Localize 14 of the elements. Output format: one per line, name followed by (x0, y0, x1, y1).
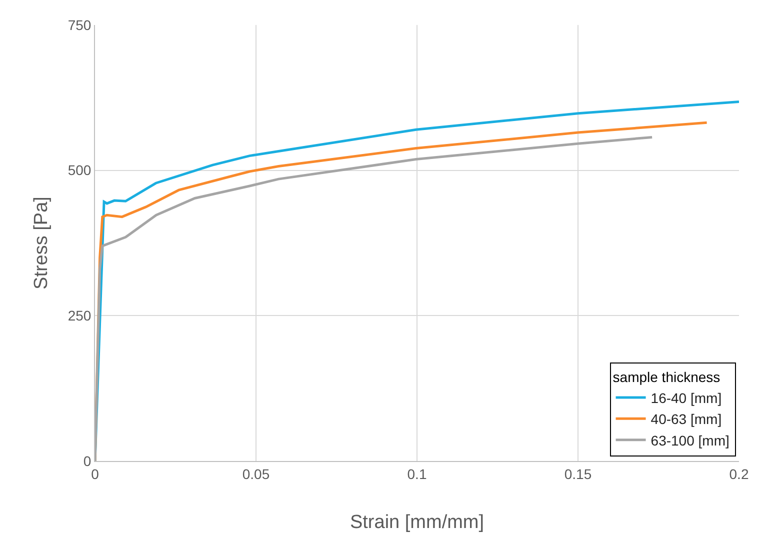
y-tick-label: 250 (68, 308, 92, 324)
x-tick-label: 0.2 (729, 466, 749, 482)
y-tick-label: 0 (83, 452, 92, 469)
x-tick-label: 0.1 (407, 466, 427, 482)
legend-label: 40-63 [mm] (650, 411, 722, 428)
legend-title: sample thickness (612, 368, 720, 385)
legend-label: 63-100 [mm] (650, 432, 730, 448)
y-tick-label: 500 (68, 162, 92, 178)
x-tick-label: 0.05 (242, 466, 270, 482)
legend-label: 16-40 [mm] (650, 390, 722, 406)
y-tick-label: 750 (68, 16, 92, 33)
x-axis-title: Strain [mm/mm] (350, 512, 484, 533)
x-tick-label: 0.15 (564, 466, 592, 482)
y-axis-title: Stress [Pa] (31, 196, 52, 290)
